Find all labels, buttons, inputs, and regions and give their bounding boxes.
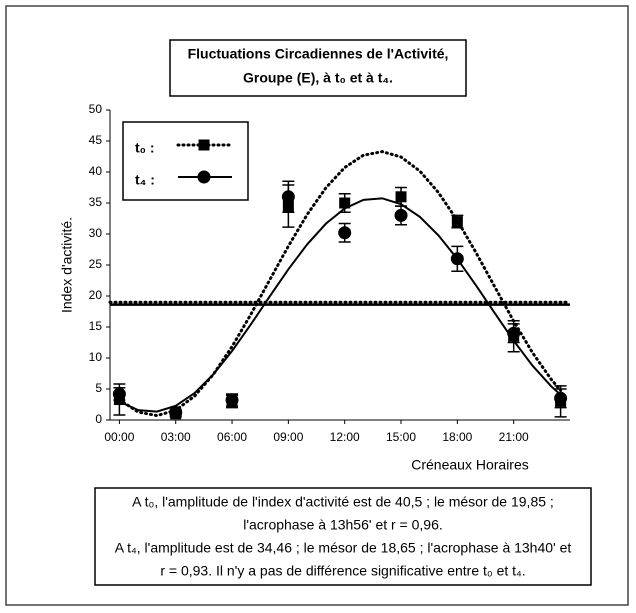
chart-title: Groupe (E), à t₀ et à t₄. bbox=[243, 70, 393, 86]
y-tick-label: 50 bbox=[89, 102, 103, 116]
y-tick-label: 10 bbox=[89, 350, 103, 364]
x-tick-label: 12:00 bbox=[330, 430, 360, 444]
y-tick-label: 45 bbox=[89, 133, 103, 147]
y-tick-label: 20 bbox=[89, 288, 103, 302]
marker bbox=[507, 326, 521, 340]
caption-box bbox=[94, 487, 592, 586]
x-tick-label: 18:00 bbox=[442, 430, 472, 444]
y-tick-label: 35 bbox=[89, 195, 103, 209]
legend-label: t₀ : bbox=[135, 140, 155, 156]
y-tick-label: 0 bbox=[95, 412, 102, 426]
legend-label: t₄ : bbox=[135, 172, 155, 188]
y-axis-label: Index d'activité. bbox=[59, 217, 75, 313]
caption: A t₄, l'amplitude est de 34,46 ; le méso… bbox=[115, 540, 572, 556]
x-tick-label: 06:00 bbox=[217, 430, 247, 444]
fit-curve bbox=[117, 150, 563, 418]
frame bbox=[5, 5, 629, 606]
marker bbox=[339, 197, 351, 209]
marker bbox=[225, 393, 239, 407]
legend-box bbox=[122, 121, 249, 201]
marker bbox=[451, 216, 463, 228]
caption: A t₀, l'amplitude de l'index d'activité … bbox=[132, 494, 554, 510]
marker bbox=[197, 170, 211, 184]
marker bbox=[112, 387, 126, 401]
y-tick-label: 40 bbox=[89, 164, 103, 178]
x-tick-label: 15:00 bbox=[386, 430, 416, 444]
chart-title: Fluctuations Circadiennes de l'Activité, bbox=[188, 46, 449, 62]
marker bbox=[169, 406, 183, 420]
y-tick-label: 5 bbox=[95, 381, 102, 395]
marker bbox=[338, 226, 352, 240]
title-box bbox=[169, 39, 467, 97]
caption: l'acrophase à 13h56' et r = 0,96. bbox=[243, 517, 443, 533]
marker bbox=[450, 252, 464, 266]
marker bbox=[395, 191, 407, 203]
marker bbox=[394, 208, 408, 222]
x-tick-label: 03:00 bbox=[161, 430, 191, 444]
y-tick-label: 30 bbox=[89, 226, 103, 240]
x-axis-label: Créneaux Horaires bbox=[411, 457, 529, 473]
y-tick-label: 25 bbox=[89, 257, 103, 271]
marker bbox=[554, 391, 568, 405]
x-tick-label: 00:00 bbox=[104, 430, 134, 444]
x-tick-label: 09:00 bbox=[273, 430, 303, 444]
caption: r = 0,93. Il n'y a pas de différence sig… bbox=[160, 563, 525, 579]
marker bbox=[198, 139, 210, 151]
y-tick-label: 15 bbox=[89, 319, 103, 333]
marker bbox=[281, 190, 295, 204]
x-tick-label: 21:00 bbox=[499, 430, 529, 444]
